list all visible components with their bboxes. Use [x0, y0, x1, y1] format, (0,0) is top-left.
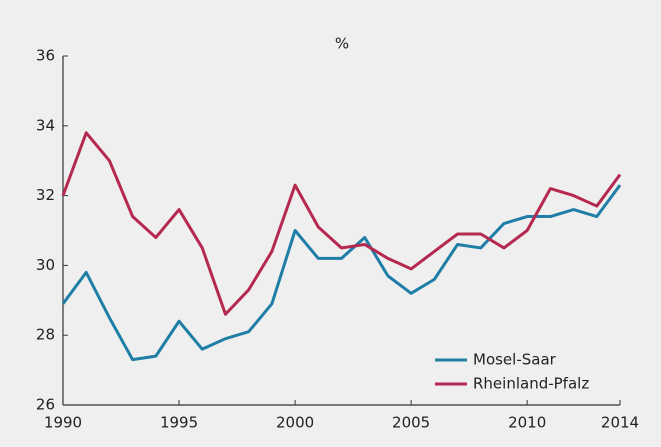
y-tick-label: 36	[36, 47, 55, 65]
x-tick-label: 2000	[276, 414, 314, 432]
line-series	[61, 131, 622, 316]
line-series	[61, 184, 622, 362]
y-tick-label: 30	[36, 256, 55, 274]
legend-label: Mosel-Saar	[473, 351, 557, 369]
chart-title: %	[335, 35, 349, 53]
y-tick-label: 26	[36, 396, 55, 414]
y-tick-label: 28	[36, 326, 55, 344]
x-tick-label: 2014	[601, 414, 639, 432]
y-tick-label: 34	[36, 116, 55, 134]
x-tick-label: 1995	[160, 414, 198, 432]
x-tick-label: 2010	[508, 414, 546, 432]
y-tick-label: 32	[36, 186, 55, 204]
legend-label: Rheinland-Pfalz	[473, 375, 589, 393]
x-tick-label: 2005	[392, 414, 430, 432]
x-tick-label: 1990	[44, 414, 82, 432]
